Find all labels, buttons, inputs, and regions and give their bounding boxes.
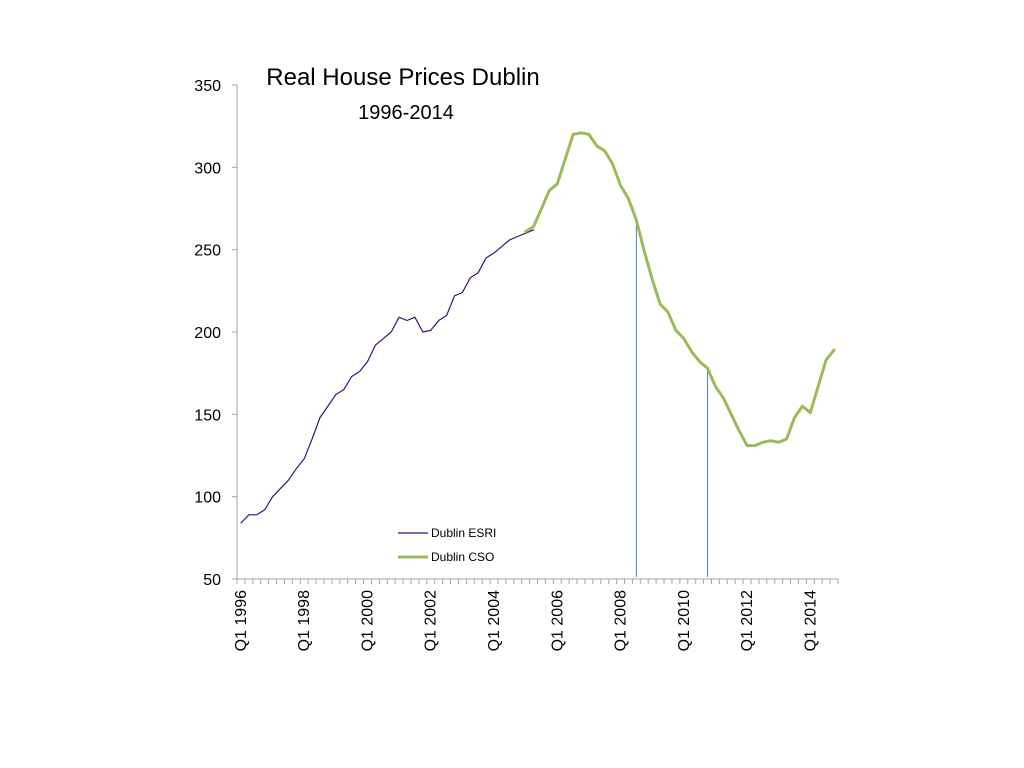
y-tick-label: 50 (203, 572, 221, 589)
x-tick-label: Q1 2000 (359, 590, 376, 651)
y-tick-label: 300 (194, 160, 221, 177)
x-tick-label: Q1 2006 (549, 590, 566, 651)
y-tick-label: 100 (194, 490, 221, 507)
series-line-dublin-esri (240, 229, 535, 524)
x-tick-label: Q1 2004 (486, 590, 503, 651)
x-tick-label: Q1 2014 (802, 590, 819, 651)
y-tick-label: 350 (194, 78, 221, 95)
legend: Dublin ESRI Dublin CSO (398, 526, 496, 564)
x-tick-label: Q1 1998 (296, 590, 313, 651)
y-tick-label: 250 (194, 243, 221, 260)
series-layer (240, 131, 836, 524)
legend-label: Dublin ESRI (431, 526, 496, 540)
y-tick-label: 150 (194, 407, 221, 424)
x-tick-label: Q1 2002 (423, 590, 440, 651)
axes: 50 100 150 200 250 300 350 Q1 1996 Q1 1998 Q1 200… (194, 78, 839, 651)
x-tick-label: Q1 2008 (613, 590, 630, 651)
x-tick-label: Q1 1996 (233, 590, 250, 651)
legend-label: Dublin CSO (431, 550, 494, 564)
y-tick-label: 200 (194, 325, 221, 342)
chart-title: Real House Prices Dublin (266, 64, 539, 91)
chart-subtitle: 1996-2014 (358, 102, 454, 124)
x-tick-label: Q1 2010 (676, 590, 693, 651)
vertical-markers (635, 220, 709, 577)
x-tick-label: Q1 2012 (739, 590, 756, 651)
series-line-dublin-cso (524, 131, 836, 448)
